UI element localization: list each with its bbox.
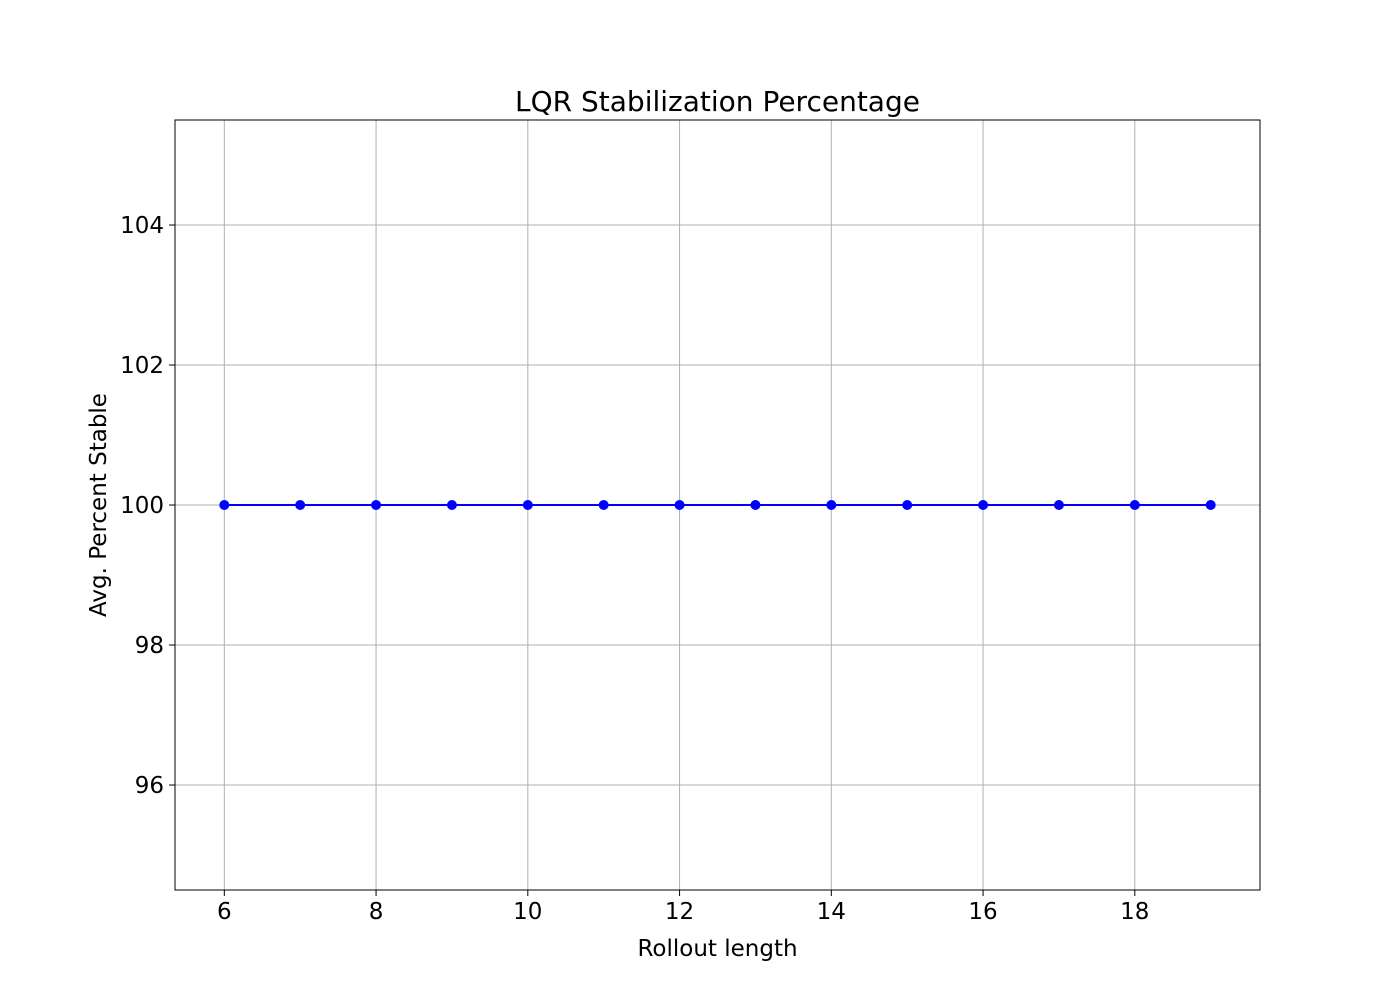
data-point (1205, 500, 1216, 510)
y-tick-label: 96 (135, 773, 164, 799)
data-point (446, 500, 457, 510)
x-axis-label: Rollout length (637, 936, 797, 962)
data-point (219, 500, 230, 510)
y-tick-label: 98 (135, 633, 164, 659)
x-tick-label: 10 (513, 899, 542, 925)
x-tick-label: 8 (369, 899, 384, 925)
data-point (902, 500, 913, 510)
chart-title: LQR Stabilization Percentage (515, 85, 920, 118)
x-tick-label: 12 (665, 899, 694, 925)
data-point (1129, 500, 1140, 510)
series-layer (219, 500, 1216, 510)
x-tick-label: 6 (217, 899, 232, 925)
data-point (674, 500, 685, 510)
y-tick-label: 100 (120, 493, 164, 519)
y-axis-label: Avg. Percent Stable (86, 393, 112, 617)
data-point (295, 500, 306, 510)
data-point (371, 500, 382, 510)
y-tick-label: 104 (120, 213, 164, 239)
data-point (978, 500, 989, 510)
data-point (750, 500, 761, 510)
x-tick-label: 16 (968, 899, 997, 925)
x-tick-label: 14 (817, 899, 846, 925)
data-point (1053, 500, 1064, 510)
data-point (826, 500, 837, 510)
ticks: 6 8 10 12 14 16 18 96 98 100 102 104 (120, 213, 1149, 925)
x-tick-label: 18 (1120, 899, 1149, 925)
data-point (598, 500, 609, 510)
y-tick-label: 102 (120, 353, 164, 379)
data-point (522, 500, 533, 510)
